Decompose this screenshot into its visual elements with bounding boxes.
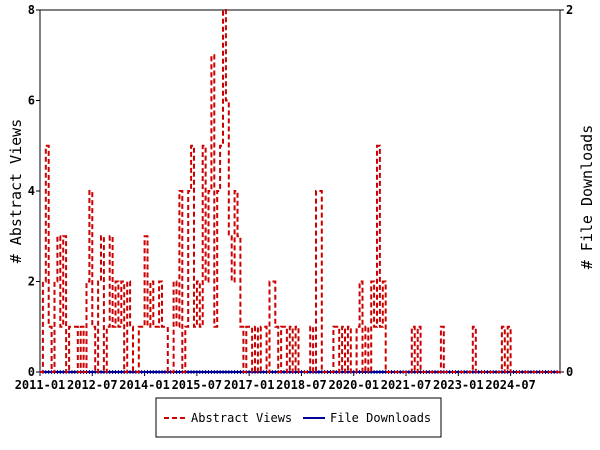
right-tick-label: 2	[566, 3, 573, 17]
left-tick-label: 8	[28, 3, 35, 17]
legend-label-file-downloads: File Downloads	[330, 411, 431, 425]
left-tick-label: 6	[28, 94, 35, 108]
x-tick-label: 2014-01	[119, 378, 170, 392]
left-axis-title: # Abstract Views	[7, 119, 25, 264]
left-tick-label: 2	[28, 275, 35, 289]
series-layer	[39, 9, 563, 374]
series-line-abstract-views	[40, 9, 563, 373]
right-tick-label: 0	[566, 365, 573, 379]
left-tick-label: 0	[28, 365, 35, 379]
x-tick-label: 2024-07	[485, 378, 536, 392]
left-axis-ticks: 0 2 4 6 8	[28, 3, 40, 379]
x-tick-label: 2018-07	[276, 378, 327, 392]
x-tick-label: 2017-01	[224, 378, 275, 392]
x-tick-label: 2012-07	[67, 378, 118, 392]
left-tick-label: 4	[28, 184, 35, 198]
legend-box	[155, 397, 442, 438]
legend-label-abstract-views: Abstract Views	[191, 411, 292, 425]
x-tick-label: 2015-07	[172, 378, 223, 392]
right-axis-title: # File Downloads	[578, 125, 596, 270]
legend: Abstract Views File Downloads	[155, 397, 442, 438]
x-tick-label: 2021-07	[381, 378, 432, 392]
x-tick-label: 2023-01	[433, 378, 484, 392]
x-tick-label: 2020-01	[328, 378, 379, 392]
plot-frame	[39, 9, 561, 373]
x-tick-label: 2011-01	[15, 378, 66, 392]
right-axis-ticks: 02	[560, 3, 573, 379]
x-axis-ticks: 2011-01 2012-07 2014-01 2015-07 2017-01 2018-…	[15, 372, 536, 392]
